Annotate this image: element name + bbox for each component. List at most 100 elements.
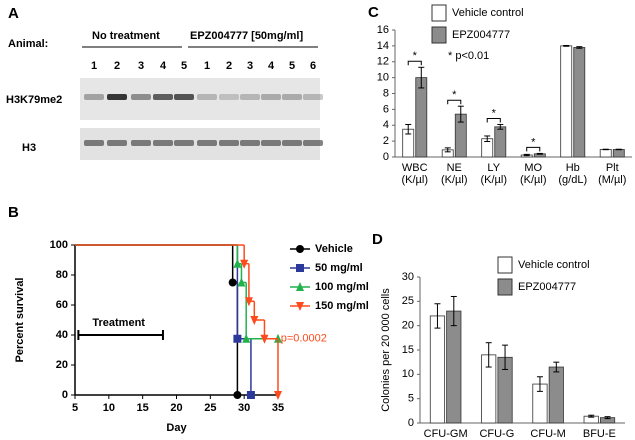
- lane-number: 1: [91, 60, 97, 72]
- x-tick-label: BFU-E: [583, 428, 616, 440]
- band: [174, 140, 194, 146]
- y-tick-label: 6: [383, 103, 389, 115]
- x-tick-label: MO: [524, 162, 542, 174]
- band: [107, 94, 127, 100]
- y-tick-label: 16: [377, 24, 389, 36]
- legend-label: Vehicle control: [452, 7, 524, 19]
- y-tick-label: 0: [408, 417, 414, 429]
- lane-number: 4: [268, 60, 275, 72]
- panel-label: D: [372, 231, 383, 248]
- bar: [612, 149, 625, 158]
- legend-label: Vehicle: [315, 243, 353, 255]
- note: * p<0.01: [448, 50, 489, 62]
- lane-numbers: 1 2 3 4 5 1 2 3 4 5 6: [91, 60, 316, 72]
- y-tick-label: 100: [50, 239, 68, 251]
- band: [219, 94, 239, 100]
- point: [228, 278, 237, 287]
- point: [244, 297, 253, 307]
- point: [246, 391, 255, 399]
- bar: [415, 77, 428, 158]
- y-axis-label: Colonies per 20 000 cells: [380, 288, 392, 412]
- legend-label: EPZ004777: [518, 281, 576, 293]
- legend-swatch: [497, 256, 513, 274]
- panel-label: A: [8, 5, 19, 22]
- bar: [494, 126, 507, 158]
- legend-label: Vehicle control: [518, 259, 590, 271]
- x-tick-label: WBC: [402, 162, 428, 174]
- band: [303, 94, 323, 100]
- point: [242, 333, 251, 343]
- legend-marker: [296, 282, 304, 291]
- band: [261, 140, 281, 146]
- x-tick-unit: (g/dL): [558, 174, 587, 186]
- lane-number: 3: [138, 60, 144, 72]
- significance-bracket: [486, 117, 501, 123]
- x-tick-label: CFU-G: [479, 428, 514, 440]
- y-tick-label: 2: [383, 135, 389, 147]
- bar: [573, 47, 586, 158]
- x-tick-label: 25: [204, 402, 216, 414]
- y-tick-label: 8: [383, 87, 389, 99]
- band: [131, 140, 151, 146]
- band: [261, 94, 281, 100]
- legend-marker: [296, 245, 304, 253]
- band: [240, 94, 260, 100]
- lane-number: 2: [226, 60, 232, 72]
- band: [153, 94, 173, 100]
- bar: [548, 366, 564, 424]
- significance-bracket: [447, 99, 462, 105]
- x-tick-unit: (M/µl): [598, 174, 626, 186]
- point: [233, 334, 242, 343]
- legend-swatch: [431, 4, 447, 22]
- panel-label: B: [8, 204, 19, 221]
- lane-number: 5: [181, 60, 187, 72]
- y-tick-label: 12: [377, 56, 389, 68]
- point: [240, 259, 249, 269]
- lane-number: 1: [204, 60, 210, 72]
- annotation: Treatment: [92, 317, 145, 329]
- band: [219, 140, 239, 146]
- band: [282, 94, 302, 100]
- y-tick-label: 0: [62, 389, 68, 401]
- x-tick-label: 15: [137, 402, 149, 414]
- legend-swatch: [497, 278, 513, 296]
- row-header: Animal:: [8, 38, 48, 50]
- band: [153, 140, 173, 146]
- band: [84, 140, 104, 146]
- band: [282, 140, 302, 146]
- legend-label: EPZ004777: [452, 29, 510, 41]
- y-tick-label: 15: [402, 344, 414, 356]
- x-tick-label: 10: [103, 402, 115, 414]
- y-tick-label: 25: [402, 295, 414, 307]
- y-tick-label: 40: [56, 329, 68, 341]
- bar: [560, 45, 573, 158]
- y-tick-label: 4: [383, 119, 389, 131]
- y-tick-label: 10: [402, 368, 414, 380]
- y-tick-label: 0: [383, 151, 389, 163]
- band: [197, 94, 217, 100]
- point: [260, 334, 269, 344]
- lane-number: 2: [114, 60, 120, 72]
- legend-marker: [296, 264, 304, 272]
- band: [107, 140, 127, 146]
- band: [174, 94, 194, 100]
- significance: *: [531, 136, 536, 148]
- x-tick-label: 35: [272, 402, 284, 414]
- x-tick-label: 30: [238, 402, 250, 414]
- x-tick-label: CFU-GM: [424, 428, 468, 440]
- x-tick-label: 5: [72, 402, 78, 414]
- x-tick-label: CFU-M: [530, 428, 565, 440]
- significance: *: [492, 107, 497, 119]
- point: [274, 391, 282, 400]
- point: [233, 391, 242, 399]
- legend-label: 50 mg/ml: [315, 262, 363, 274]
- significance: *: [452, 89, 457, 101]
- x-tick-label: NE: [447, 162, 462, 174]
- x-axis-label: Day: [166, 422, 187, 434]
- x-tick-unit: (K/µl): [520, 174, 547, 186]
- x-tick-unit: (K/µl): [480, 174, 507, 186]
- panel-label: C: [368, 4, 379, 21]
- legend-swatch: [431, 26, 447, 44]
- annotation: p=0.0002: [281, 333, 327, 345]
- lane-number: 4: [160, 60, 167, 72]
